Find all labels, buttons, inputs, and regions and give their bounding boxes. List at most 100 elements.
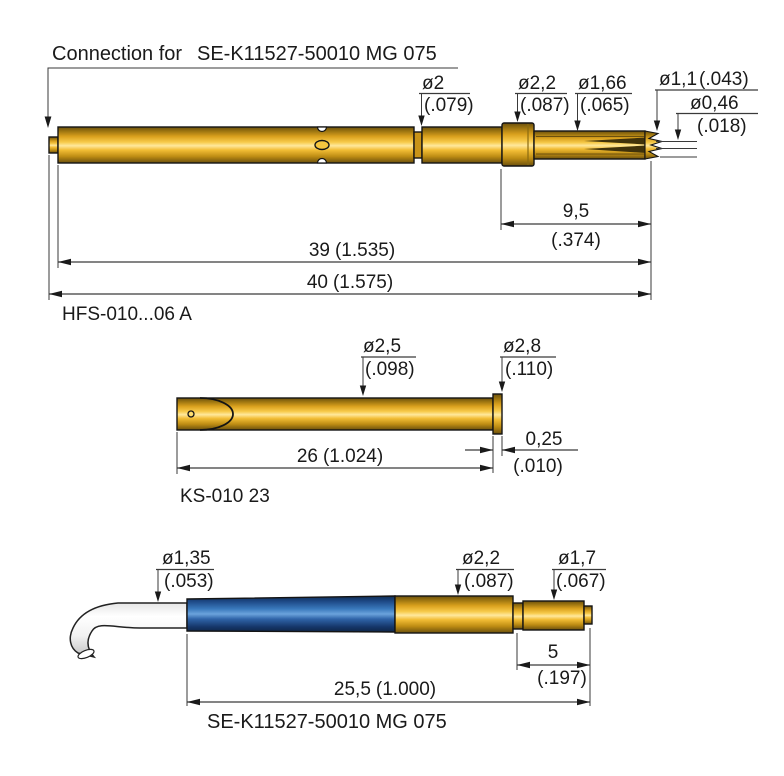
dim-arrow: [58, 258, 71, 266]
dim-arrow: [154, 591, 162, 602]
dim-arrow: [550, 589, 558, 600]
dim-arrow: [501, 220, 514, 228]
receptacle-flange: [492, 393, 503, 435]
dim-value: 39 (1.535): [309, 240, 395, 261]
dim-arrow: [517, 661, 530, 669]
se-cable-drawing: ø1,35 (.053) ø2,2 (.087) ø1,7 (.067): [69, 548, 606, 733]
dim-value-inch: (.110): [505, 359, 553, 380]
dim-value: ø1,7: [558, 548, 596, 569]
dim-value: 25,5 (1.000): [334, 679, 436, 700]
title-block: Connection for SE-K11527-50010 MG 075: [44, 43, 458, 128]
dim-value-inch: (.197): [537, 668, 587, 689]
receptacle-closed-end-curve: [199, 397, 234, 431]
dim-value: ø1,35: [162, 548, 211, 569]
probe-collar: [501, 122, 535, 167]
dim-arrow: [49, 290, 62, 298]
dim-arrow: [674, 129, 682, 140]
crown-tip: [644, 130, 665, 160]
title-prefix: Connection for: [52, 43, 182, 65]
probe-termination-stub: [48, 136, 59, 154]
dim-arrow: [574, 120, 581, 131]
dim-len-total: 40 (1.575): [49, 272, 651, 298]
dim-arrow: [638, 290, 651, 298]
probe-barrel: [57, 126, 415, 164]
dim-value: ø2,2: [518, 73, 556, 94]
cable-end-cylinder: [522, 600, 585, 631]
dim-arrow: [177, 464, 190, 472]
dim-value-inch: (.087): [520, 95, 570, 116]
probe-tip-section: [533, 130, 646, 160]
probe-part-label: HFS-010...06 A: [62, 304, 192, 325]
dim-arrow: [638, 220, 651, 228]
dim-len-end: 5 (.197): [517, 642, 590, 689]
dim-value: 0,25: [526, 429, 563, 450]
dim-value: 26 (1.024): [297, 446, 383, 467]
probe-barrel-front: [421, 126, 503, 164]
dim-value: ø2,5: [363, 336, 401, 357]
dim-value-inch: (.098): [365, 359, 415, 380]
title-leader-line: [47, 67, 458, 117]
dim-arrow: [187, 698, 200, 706]
dim-len-tip: 9,5 (.374): [501, 201, 651, 251]
dim-dia-body2: ø2,2 (.087): [454, 548, 514, 595]
probe-barrel-groove: [413, 131, 423, 159]
dim-value-inch: (.065): [580, 95, 630, 116]
dim-dia-point: ø0,46 (.018): [674, 93, 758, 140]
dim-value: ø2,2: [462, 548, 500, 569]
dim-value-inch: (.374): [551, 230, 601, 251]
dim-dia-wire: ø1,35 (.053): [154, 548, 214, 602]
dim-arrow: [638, 258, 651, 266]
dim-value: 40 (1.575): [307, 272, 393, 293]
dim-value: ø2: [422, 73, 444, 94]
title-part-number: SE-K11527-50010 MG 075: [197, 43, 437, 65]
dim-arrow: [514, 111, 521, 122]
dim-value: 9,5: [563, 201, 589, 222]
dim-dia-crown: ø1,1 (.043): [653, 69, 758, 131]
dim-value: ø2,8: [503, 336, 541, 357]
dim-arrow: [480, 464, 493, 472]
dim-dia-body: ø2,5 (.098): [359, 336, 416, 396]
dim-dia-barrel: ø2 (.079): [418, 73, 474, 126]
dim-arrow: [498, 381, 506, 392]
cable-wire: [69, 602, 188, 659]
receptacle-tube: [176, 397, 494, 431]
dim-value-inch: (.010): [513, 456, 563, 477]
dim-value-inch: (.053): [164, 571, 214, 592]
dim-arrow: [359, 385, 367, 396]
dim-arrow: [418, 115, 425, 126]
dim-value-inch: (.018): [697, 116, 747, 137]
cable-body-gold: [394, 595, 514, 634]
dim-len-total2: 25,5 (1.000): [187, 679, 590, 706]
ks-receptacle-drawing: ø2,5 (.098) ø2,8 (.110) 26 (1.024): [176, 336, 578, 507]
crimp-notch-bottom: [316, 157, 328, 164]
dim-arrow: [577, 698, 590, 706]
dim-value: ø0,46: [690, 93, 739, 114]
dim-value: ø1,66: [578, 73, 627, 94]
crimp-notch-top: [316, 126, 328, 133]
dim-dia-collar: ø2,2 (.087): [514, 73, 570, 122]
dim-arrow: [502, 446, 515, 454]
cable-part-label: SE-K11527-50010 MG 075: [207, 711, 447, 733]
dim-dia-flange: ø2,8 (.110): [498, 336, 556, 392]
cable-end-stub: [583, 605, 593, 625]
dim-value-inch: (.079): [424, 95, 474, 116]
receptacle-hole: [187, 410, 195, 418]
receptacle-part-label: KS-010 23: [180, 486, 270, 507]
crown-slot-upper: [584, 137, 646, 145]
dim-len-body: 26 (1.024): [177, 446, 493, 472]
title-leader-arrow: [44, 116, 52, 128]
dim-value: 5: [548, 642, 559, 663]
crimp-hole: [314, 139, 330, 151]
dim-arrow: [480, 446, 493, 454]
dim-arrow: [653, 120, 661, 131]
wire-end-opening: [77, 648, 95, 660]
cable-ring: [512, 602, 524, 630]
dim-value: ø1,1 (.043): [659, 69, 749, 90]
dim-value-inch: (.067): [556, 571, 606, 592]
dim-arrow: [454, 584, 462, 595]
dim-value-inch: (.087): [464, 571, 514, 592]
dim-flange-thickness: 0,25 (.010): [465, 429, 578, 477]
crown-slot-lower: [584, 145, 646, 153]
